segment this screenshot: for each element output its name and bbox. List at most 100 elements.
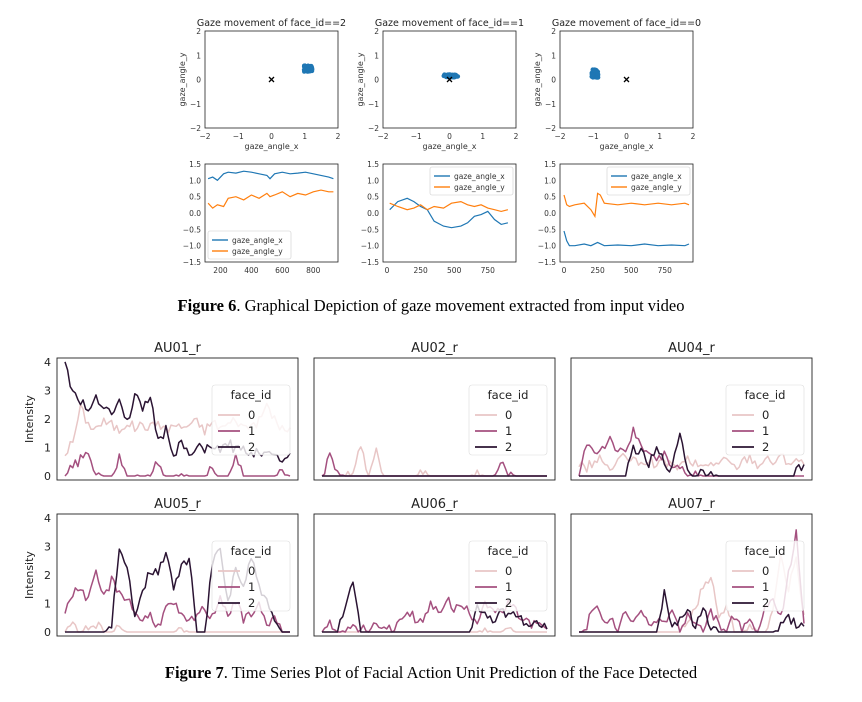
au-title: AU04_r	[668, 341, 715, 356]
y-tick-label: −1.0	[538, 242, 556, 251]
y-tick-label: 2	[374, 27, 379, 36]
y-tick-label: −1	[190, 100, 201, 109]
gaze-point	[301, 64, 307, 69]
legend-title: face_id	[488, 388, 529, 402]
axes-frame	[559, 30, 694, 129]
series-line-gaze_angle_x	[389, 197, 509, 229]
series-line-gaze_angle_x	[563, 230, 690, 247]
origin-marker	[623, 76, 630, 83]
au-panel-AU02_r: AU02_r face_id 0 1 2	[313, 341, 556, 481]
x-tick-label: −1	[588, 132, 599, 141]
y-tick-label: 3	[44, 385, 51, 398]
y-tick-label: 4	[44, 512, 51, 525]
y-axis-label: gaze_angle_y	[356, 52, 365, 106]
y-tick-label: 2	[551, 27, 556, 36]
legend-label: 1	[248, 424, 255, 438]
y-tick-label: 1.5	[189, 160, 201, 169]
y-tick-label: 1	[196, 51, 201, 60]
au-title: AU02_r	[411, 341, 458, 356]
series-line-gaze_angle_y	[207, 189, 334, 209]
axes-frame	[559, 163, 694, 263]
x-tick-label: −2	[377, 132, 388, 141]
y-tick-label: 1	[44, 442, 51, 455]
x-tick-label: 750	[481, 266, 496, 275]
x-tick-label: 0	[562, 266, 567, 275]
face-series-2	[579, 588, 805, 633]
y-tick-label: −1	[545, 100, 556, 109]
au-panel-AU05_r: AU05_r 0 1 2 3 4 Intensity face_id 0 1 2	[23, 497, 299, 639]
legend-label: gaze_angle_y	[631, 183, 682, 192]
x-tick-label: 250	[413, 266, 428, 275]
legend-label: 1	[248, 580, 255, 594]
y-tick-label: −1.0	[183, 242, 201, 251]
y-tick-label: 1.0	[189, 176, 201, 185]
x-tick-label: 1	[657, 132, 662, 141]
au-title: AU01_r	[154, 341, 201, 356]
x-axis-label: gaze_angle_x	[422, 142, 476, 151]
y-tick-label: 1	[551, 51, 556, 60]
y-axis-label: Intensity	[23, 551, 36, 599]
gaze-point	[591, 68, 597, 73]
y-tick-label: 0.0	[367, 209, 379, 218]
gaze-point	[595, 72, 601, 77]
y-tick-label: 1	[374, 51, 379, 60]
origin-marker	[446, 76, 453, 83]
y-tick-label: −2	[545, 124, 556, 133]
legend-box	[211, 384, 291, 456]
gaze-point	[452, 72, 457, 77]
y-axis-label: gaze_angle_y	[178, 52, 187, 106]
y-tick-label: 0.5	[544, 193, 556, 202]
au-panel-AU04_r: AU04_r face_id 0 1 2	[570, 341, 813, 481]
y-tick-label: 0.0	[189, 209, 201, 218]
legend-label: 1	[505, 424, 512, 438]
face-series-0	[578, 452, 805, 473]
legend-label: 2	[762, 440, 769, 454]
x-tick-label: 2	[514, 132, 519, 141]
au-panel-AU07_r: AU07_r face_id 0 1 2	[570, 497, 813, 637]
legend-box	[429, 166, 514, 196]
gaze-point	[305, 67, 311, 72]
axes-frame	[570, 513, 813, 637]
x-tick-label: −1	[233, 132, 244, 141]
gaze-timeseries-0: 200 400 600 800 1.5 1.0 0.5 0.0 −0.5 −1.0 −1.5 gaze…	[183, 160, 339, 275]
scatter-title: Gaze movement of face_id==0	[552, 18, 701, 29]
y-tick-label: −1	[368, 100, 379, 109]
gaze-scatter-1: Gaze movement of face_id==1 −2 −1 0 1 2 −2 −1 0 1…	[356, 18, 524, 151]
y-tick-label: 2	[196, 27, 201, 36]
legend-label: 1	[762, 580, 769, 594]
legend-box	[211, 540, 291, 612]
y-tick-label: −1.5	[538, 258, 556, 267]
y-axis-label: gaze_angle_y	[533, 52, 542, 106]
y-tick-label: 3	[44, 541, 51, 554]
x-tick-label: 0	[269, 132, 274, 141]
x-tick-label: 2	[336, 132, 341, 141]
y-tick-label: −2	[368, 124, 379, 133]
axes-frame	[204, 163, 339, 263]
legend-box	[725, 384, 805, 456]
axes-frame	[56, 357, 299, 481]
y-tick-label: 1.0	[367, 176, 379, 185]
y-tick-label: 1.5	[367, 160, 379, 169]
figure6-caption: Figure 6. Graphical Depiction of gaze mo…	[177, 296, 685, 315]
legend-box	[207, 230, 292, 260]
x-tick-label: 600	[275, 266, 290, 275]
face-series-1	[64, 451, 291, 477]
legend-title: face_id	[231, 544, 272, 558]
legend-label: 0	[762, 564, 769, 578]
y-tick-label: 0	[44, 470, 51, 483]
x-tick-label: 2	[691, 132, 696, 141]
y-tick-label: 0	[551, 76, 556, 85]
x-tick-label: −2	[554, 132, 565, 141]
x-tick-label: −2	[199, 132, 210, 141]
y-tick-label: −1.5	[183, 258, 201, 267]
axes-frame	[382, 163, 517, 263]
face-series-1	[64, 569, 290, 633]
gaze-point	[590, 73, 595, 79]
y-tick-label: 4	[44, 356, 51, 369]
x-tick-label: −1	[411, 132, 422, 141]
gaze-scatter-0: Gaze movement of face_id==2 −2 −1 0 1 2 −2 −1 0 1…	[178, 18, 346, 151]
legend-label: 0	[505, 408, 512, 422]
y-tick-label: 0.5	[367, 193, 379, 202]
legend-box	[606, 166, 691, 196]
